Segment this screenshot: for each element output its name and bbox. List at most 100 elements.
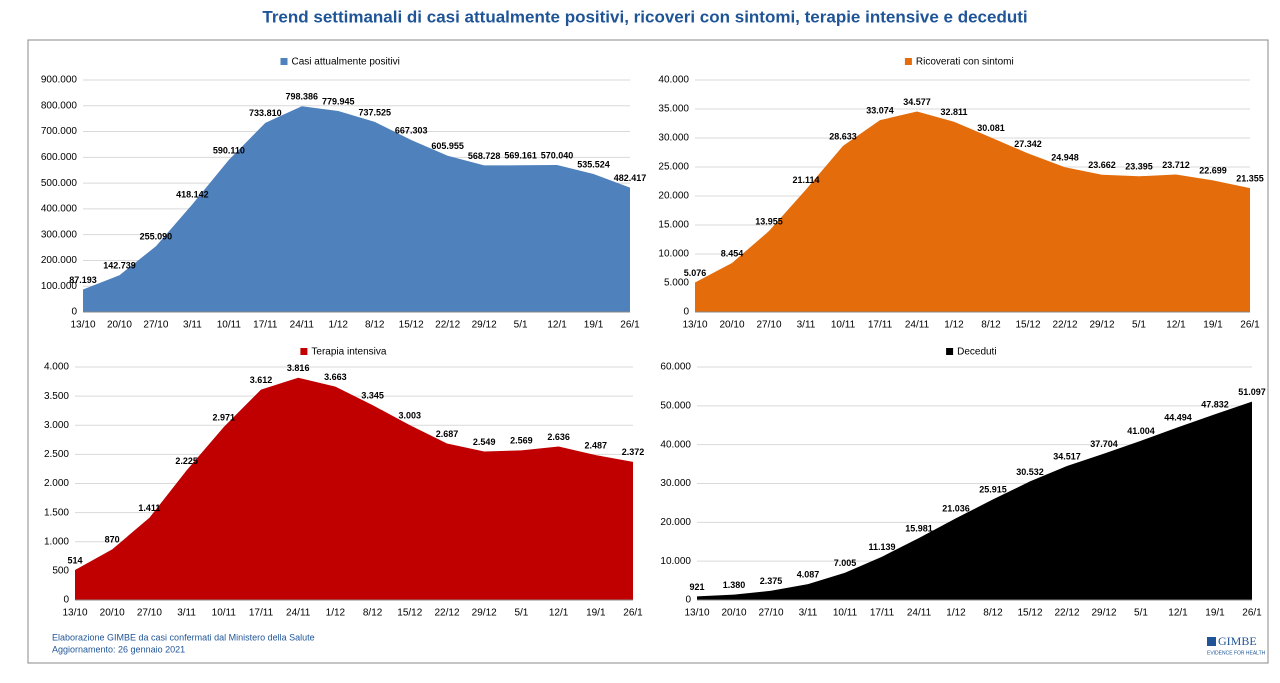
data-label: 13.955 [755,216,783,226]
data-label: 34.517 [1053,451,1081,461]
data-label: 87.193 [69,275,97,285]
y-tick-label: 25.000 [658,162,689,173]
frame [27,39,1269,664]
x-tick-label: 22/12 [1052,320,1077,331]
data-label: 33.074 [866,106,894,116]
logo-tagline: EVIDENCE FOR HEALTH [1207,650,1266,656]
data-label: 2.372 [622,447,645,457]
data-label: 1.380 [723,580,746,590]
x-tick-label: 13/10 [684,608,709,619]
x-tick-label: 17/11 [253,320,278,331]
x-tick-label: 22/12 [1054,608,1079,619]
x-tick-label: 27/10 [143,320,168,331]
x-tick-label: 19/1 [584,320,604,331]
data-label: 22.699 [1199,166,1227,176]
data-label: 2.971 [213,412,236,422]
x-tick-label: 22/12 [435,320,460,331]
data-label: 921 [689,582,704,592]
x-tick-label: 29/12 [1089,320,1114,331]
x-tick-label: 5/1 [514,608,528,619]
y-tick-label: 20.000 [658,191,689,202]
source-line: Elaborazione GIMBE da casi confermati da… [52,632,315,642]
data-label: 30.532 [1016,467,1044,477]
data-label: 1.411 [138,503,160,513]
x-tick-label: 5/1 [514,320,528,331]
data-label: 733.810 [249,108,282,118]
data-label: 3.003 [399,410,422,420]
data-label: 570.040 [541,150,574,160]
legend-swatch [300,348,308,355]
x-tick-label: 20/10 [100,608,125,619]
x-tick-label: 29/12 [472,608,497,619]
y-tick-label: 30.000 [658,133,689,144]
x-tick-label: 8/12 [363,608,383,619]
data-label: 41.004 [1127,426,1155,436]
legend-swatch [904,58,912,65]
data-label: 568.728 [468,151,501,161]
data-label: 15.981 [905,523,933,533]
x-tick-label: 8/12 [365,320,385,331]
data-label: 47.832 [1201,400,1229,410]
y-tick-label: 40.000 [658,75,689,86]
x-tick-label: 20/10 [721,608,746,619]
data-label: 798.386 [286,92,319,102]
x-tick-label: 17/11 [870,608,895,619]
y-tick-label: 500 [52,566,69,577]
x-tick-label: 13/10 [70,320,95,331]
data-label: 2.375 [760,576,783,586]
area [75,377,633,600]
x-tick-label: 3/11 [183,320,202,331]
y-tick-label: 500.000 [41,178,78,189]
y-tick-label: 600.000 [41,152,78,163]
x-tick-label: 13/10 [682,320,707,331]
data-label: 37.704 [1090,439,1118,449]
y-tick-label: 800.000 [41,100,78,111]
x-tick-label: 8/12 [981,320,1001,331]
legend-label: Deceduti [957,347,996,358]
page-title: Trend settimanali di casi attualmente po… [262,7,1027,26]
x-tick-label: 19/1 [1205,608,1225,619]
y-tick-label: 5.000 [664,278,689,289]
y-tick-label: 0 [685,595,691,606]
y-tick-label: 30.000 [660,478,691,489]
source-line: Aggiornamento: 26 gennaio 2021 [52,644,185,654]
x-tick-label: 3/11 [797,320,816,331]
data-label: 21.114 [792,175,819,185]
x-tick-label: 24/11 [905,320,930,331]
area [695,111,1250,312]
data-label: 514 [67,555,82,565]
x-tick-label: 29/12 [472,320,497,331]
x-tick-label: 29/12 [1091,608,1116,619]
data-label: 23.712 [1162,160,1190,170]
x-tick-label: 24/11 [286,608,311,619]
y-tick-label: 700.000 [41,126,78,137]
x-tick-label: 24/11 [907,608,932,619]
data-label: 30.081 [977,123,1005,133]
data-label: 2.636 [547,432,570,442]
y-tick-label: 2.000 [44,478,69,489]
data-label: 51.097 [1238,387,1266,397]
y-tick-label: 0 [63,595,69,606]
data-label: 737.525 [358,107,391,117]
y-tick-label: 60.000 [660,362,691,373]
data-label: 23.395 [1125,162,1153,172]
data-label: 870 [105,535,120,545]
data-label: 3.345 [361,391,384,401]
x-tick-label: 10/11 [833,608,858,619]
area [697,401,1252,600]
x-tick-label: 24/11 [290,320,315,331]
data-label: 3.816 [287,363,310,373]
x-tick-label: 12/1 [1168,608,1188,619]
data-label: 590.110 [213,145,245,155]
data-label: 569.161 [504,151,537,161]
y-tick-label: 1.500 [44,507,69,518]
legend-swatch [280,58,288,65]
y-tick-label: 35.000 [658,104,689,115]
y-tick-label: 1.000 [44,536,69,547]
legend-label: Ricoverati con sintomi [916,57,1014,68]
data-label: 667.303 [395,125,428,135]
data-label: 605.955 [431,141,464,151]
x-tick-label: 5/1 [1134,608,1148,619]
data-label: 28.633 [829,131,857,141]
y-tick-label: 100.000 [41,281,78,292]
